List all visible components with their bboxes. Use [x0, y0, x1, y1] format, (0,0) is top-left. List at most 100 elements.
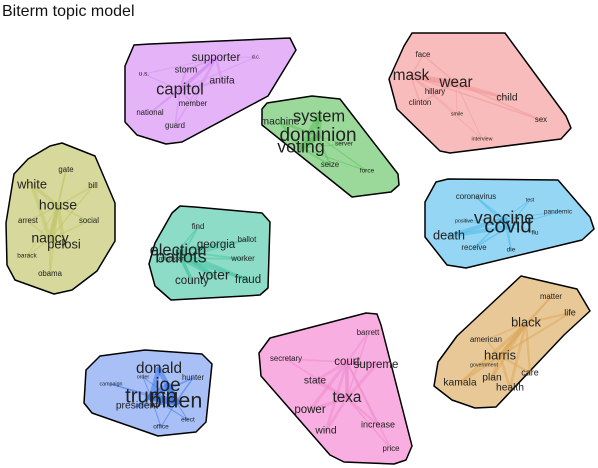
topic-cluster-6: michigan find ballot worker georgia county fra…	[148, 205, 271, 301]
cooccurrence-edge	[324, 360, 349, 433]
cooccurrence-edge	[485, 322, 527, 341]
word-label-face: face	[416, 50, 431, 59]
word-label-plan: plan	[482, 373, 502, 384]
cooccurrence-edge	[180, 239, 248, 259]
cooccurrence-edge	[135, 395, 153, 408]
cooccurrence-edge	[473, 218, 505, 249]
word-label-find: find	[192, 222, 205, 231]
word-label-price: price	[383, 444, 400, 453]
cooccurrence-edge	[317, 135, 331, 166]
word-label-harris: harris	[484, 347, 516, 362]
word-label-fraud: fraud	[235, 274, 261, 286]
cooccurrence-edge	[171, 257, 182, 260]
cooccurrence-edge	[30, 183, 52, 241]
word-label-worker: worker	[230, 254, 255, 263]
cooccurrence-edge	[458, 354, 502, 385]
topic-cluster-4: barack gate bill arrest social obama white pelo…	[5, 142, 116, 295]
word-label-life: life	[564, 307, 576, 317]
cooccurrence-edge	[278, 120, 320, 138]
cooccurrence-edge	[142, 376, 177, 403]
word-label-force: force	[360, 168, 375, 175]
cooccurrence-edge	[174, 57, 217, 127]
word-label-interview: interview	[472, 136, 493, 142]
word-label-hunter: hunter	[182, 373, 205, 382]
cooccurrence-edge	[49, 169, 67, 240]
cooccurrence-edge	[142, 376, 152, 398]
cooccurrence-edge	[455, 82, 483, 140]
cooccurrence-edge	[490, 354, 502, 380]
word-label-server: server	[335, 141, 354, 148]
word-label-national: national	[136, 108, 164, 117]
word-label-secretary: secretary	[270, 354, 302, 363]
cooccurrence-edge	[483, 355, 501, 366]
word-label-house: house	[39, 197, 77, 213]
cooccurrence-edge	[410, 75, 542, 121]
cooccurrence-edge	[317, 135, 345, 145]
word-label-coronavirus: coronavirus	[456, 192, 496, 201]
word-label-system: system	[293, 107, 345, 125]
cooccurrence-edge	[156, 366, 179, 405]
word-label-wear: wear	[438, 74, 472, 91]
word-label-voting: voting	[277, 137, 324, 157]
word-label-pandemic: pandemic	[544, 209, 573, 216]
word-label-court: court	[334, 356, 360, 368]
word-label-order: order	[137, 374, 150, 380]
word-label-u-s-: u.s.	[139, 71, 150, 78]
cooccurrence-edge	[26, 238, 51, 257]
word-label-clinton: clinton	[409, 98, 432, 107]
cooccurrence-edge	[410, 75, 483, 140]
word-label-nancy: nancy	[31, 230, 68, 246]
word-label-matter: matter	[540, 292, 562, 301]
word-label-voter: voter	[198, 267, 229, 283]
cooccurrence-edge	[27, 205, 59, 222]
word-label-obama: obama	[38, 269, 63, 278]
topic-cluster-5: test positive pandemic die flu coronavirus rec…	[424, 178, 595, 269]
cooccurrence-edge	[308, 396, 349, 412]
word-label-white: white	[16, 176, 47, 191]
word-label-kamala: kamala	[443, 378, 476, 389]
word-label-wind: wind	[314, 426, 336, 437]
word-label-gate: gate	[58, 165, 73, 174]
word-label-biden: biden	[150, 389, 203, 413]
cooccurrence-edge	[524, 311, 572, 325]
word-label-supporter: supporter	[192, 52, 241, 64]
word-label-machine: machine	[261, 117, 300, 128]
word-label-d-c-: d.c.	[252, 54, 261, 60]
cooccurrence-edge	[174, 89, 181, 127]
cooccurrence-edge	[48, 237, 66, 247]
cooccurrence-edge	[422, 54, 457, 84]
word-label-child: child	[496, 93, 517, 104]
cooccurrence-edge	[455, 82, 458, 115]
cooccurrence-edge	[160, 401, 177, 428]
word-label-vaccine: vaccine	[474, 208, 534, 228]
word-label-trump: trump	[125, 385, 177, 407]
cooccurrence-edge	[214, 56, 224, 83]
word-label-smile: smile	[451, 111, 463, 117]
cooccurrence-edge	[179, 89, 194, 105]
cooccurrence-edge	[177, 250, 244, 260]
word-label-government: government	[470, 362, 498, 368]
word-label-social: social	[79, 216, 99, 225]
cooccurrence-edge	[27, 220, 51, 240]
cooccurrence-edge	[503, 218, 512, 251]
word-label-covid: covid	[484, 215, 531, 237]
topic-cluster-8: campaign order elect office hunter president d…	[83, 349, 213, 437]
cooccurrence-edge	[346, 397, 392, 450]
cooccurrence-edge	[498, 311, 572, 358]
cooccurrence-edge	[345, 363, 378, 400]
word-label-antifa: antifa	[209, 76, 234, 87]
word-label-positive: positive	[455, 218, 473, 224]
cooccurrence-edge	[150, 377, 194, 398]
cooccurrence-edge	[419, 82, 457, 104]
cooccurrence-edge	[458, 321, 528, 385]
word-label-office: office	[153, 424, 169, 431]
word-label-test: test	[526, 197, 535, 203]
word-label-county: county	[175, 275, 209, 287]
word-label-care: care	[521, 367, 539, 377]
word-label-ballot: ballot	[238, 235, 257, 244]
word-label-increase: increase	[361, 419, 395, 429]
cooccurrence-edge	[30, 183, 60, 208]
word-label-state: state	[304, 376, 327, 387]
